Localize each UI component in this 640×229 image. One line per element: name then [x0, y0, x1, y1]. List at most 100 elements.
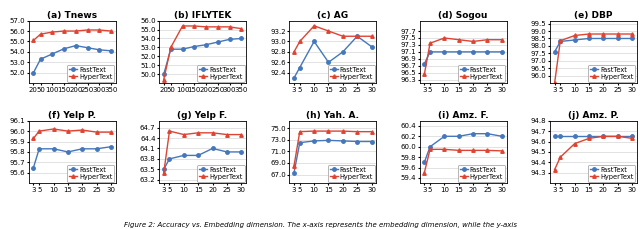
FastText	[551, 51, 559, 53]
Line: FastText: FastText	[422, 50, 504, 66]
HyperText	[290, 164, 298, 167]
FastText	[551, 135, 559, 138]
Line: HyperText: HyperText	[162, 24, 243, 81]
Text: Figure 2: Accuracy vs. Embedding dimension. The x-axis represents the embedding : Figure 2: Accuracy vs. Embedding dimensi…	[124, 222, 516, 228]
Line: FastText: FastText	[292, 139, 373, 174]
HyperText	[64, 130, 72, 132]
Title: (i) Amz. F.: (i) Amz. F.	[438, 111, 488, 120]
FastText	[440, 135, 448, 138]
FastText	[310, 40, 318, 43]
FastText	[29, 166, 37, 169]
FastText	[166, 158, 173, 160]
HyperText	[440, 148, 448, 151]
HyperText	[29, 137, 37, 140]
HyperText	[160, 78, 168, 81]
HyperText	[455, 38, 463, 41]
HyperText	[571, 34, 579, 37]
HyperText	[166, 130, 173, 132]
HyperText	[296, 40, 303, 43]
HyperText	[368, 35, 376, 38]
FastText	[440, 51, 448, 53]
HyperText	[84, 29, 92, 31]
FastText	[290, 171, 298, 174]
HyperText	[469, 40, 477, 43]
HyperText	[29, 39, 37, 42]
FastText	[195, 154, 202, 157]
HyperText	[339, 35, 347, 38]
HyperText	[551, 168, 559, 171]
FastText	[160, 73, 168, 76]
HyperText	[79, 129, 86, 131]
Line: HyperText: HyperText	[162, 129, 243, 174]
HyperText	[60, 30, 68, 33]
HyperText	[426, 148, 434, 151]
FastText	[420, 63, 428, 65]
FastText	[95, 48, 103, 51]
Line: FastText: FastText	[422, 132, 504, 164]
FastText	[29, 71, 37, 74]
HyperText	[469, 149, 477, 152]
FastText	[180, 154, 188, 157]
Line: HyperText: HyperText	[553, 135, 634, 171]
HyperText	[324, 30, 332, 33]
FastText	[84, 46, 92, 49]
FastText	[557, 135, 564, 138]
HyperText	[310, 130, 318, 132]
Line: HyperText: HyperText	[422, 148, 504, 174]
Title: (b) IFLYTEK: (b) IFLYTEK	[174, 11, 231, 20]
Title: (e) DBP: (e) DBP	[574, 11, 612, 20]
FastText	[202, 43, 210, 46]
FastText	[353, 140, 361, 143]
HyperText	[72, 30, 79, 33]
FastText	[368, 140, 376, 143]
Legend: FastText, HyperText: FastText, HyperText	[197, 65, 244, 82]
FastText	[36, 58, 44, 60]
FastText	[107, 145, 115, 148]
FastText	[426, 51, 434, 53]
HyperText	[585, 33, 593, 35]
HyperText	[455, 149, 463, 152]
HyperText	[195, 131, 202, 134]
FastText	[226, 38, 234, 41]
FastText	[290, 76, 298, 79]
HyperText	[339, 130, 347, 132]
HyperText	[237, 27, 245, 30]
HyperText	[35, 130, 43, 132]
HyperText	[107, 131, 115, 134]
FastText	[600, 37, 607, 40]
HyperText	[585, 137, 593, 140]
Line: HyperText: HyperText	[292, 129, 373, 168]
FastText	[79, 147, 86, 150]
Line: FastText: FastText	[32, 44, 113, 74]
HyperText	[484, 38, 492, 41]
FastText	[571, 135, 579, 138]
FastText	[614, 135, 621, 138]
HyperText	[93, 131, 100, 134]
HyperText	[353, 35, 361, 38]
FastText	[310, 139, 318, 142]
HyperText	[209, 131, 216, 134]
HyperText	[420, 171, 428, 174]
HyperText	[426, 42, 434, 45]
Title: (h) Yah. A.: (h) Yah. A.	[307, 111, 359, 120]
HyperText	[628, 33, 636, 35]
FastText	[498, 135, 506, 138]
HyperText	[614, 33, 621, 35]
FastText	[585, 135, 593, 138]
HyperText	[551, 82, 559, 85]
FastText	[498, 51, 506, 53]
FastText	[191, 45, 198, 48]
Line: FastText: FastText	[162, 147, 243, 171]
HyperText	[167, 46, 175, 49]
FastText	[585, 37, 593, 40]
Title: (d) Sogou: (d) Sogou	[438, 11, 488, 20]
FastText	[72, 44, 79, 47]
Line: HyperText: HyperText	[32, 127, 113, 140]
HyperText	[614, 135, 621, 138]
HyperText	[226, 25, 234, 28]
Title: (a) Tnews: (a) Tnews	[47, 11, 97, 20]
Line: FastText: FastText	[162, 37, 243, 76]
FastText	[469, 51, 477, 53]
HyperText	[202, 25, 210, 28]
HyperText	[368, 130, 376, 133]
